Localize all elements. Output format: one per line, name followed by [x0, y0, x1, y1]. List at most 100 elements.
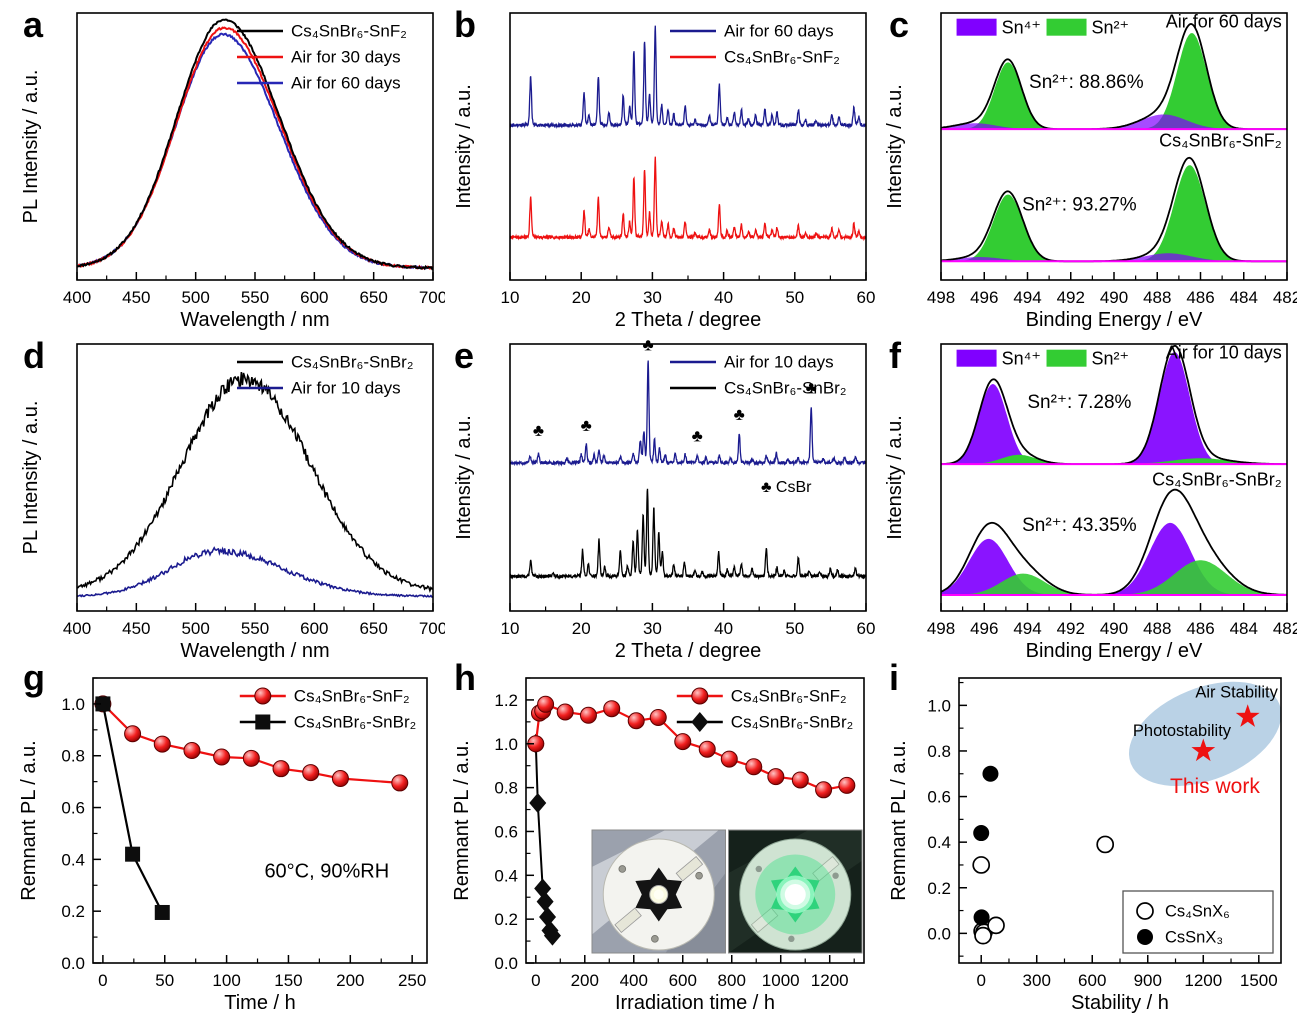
svg-text:0.8: 0.8 — [61, 747, 85, 766]
svg-text:1.0: 1.0 — [494, 735, 518, 754]
svg-text:♣: ♣ — [806, 378, 817, 397]
svg-text:Sn²⁺: Sn²⁺ — [1092, 349, 1130, 369]
chart-a-pl-spectra: 400 450 500 550 600 650 700 Wavelength / nm PL I… — [20, 12, 445, 331]
chart-i-stability-comparison: 0 300 600 900 1200 1500 0.0 0.2 0.4 0.6 0.8 1.0 Stab… — [888, 677, 1282, 1014]
svg-text:Binding Energy / eV: Binding Energy / eV — [1026, 640, 1203, 662]
svg-text:488: 488 — [1143, 619, 1171, 638]
svg-text:500: 500 — [181, 288, 209, 307]
svg-text:Sn⁴⁺: Sn⁴⁺ — [1002, 18, 1041, 38]
svg-text:60: 60 — [857, 288, 876, 307]
chart-e-xrd-patterns: 10 20 30 40 50 60 2 Theta / degree Intensity / … — [453, 336, 876, 662]
svg-text:Wavelength / nm: Wavelength / nm — [180, 309, 329, 331]
panel-letter-c: c — [889, 4, 910, 45]
svg-text:Air for 10 days: Air for 10 days — [1166, 343, 1282, 363]
svg-text:550: 550 — [241, 288, 269, 307]
panel-letter-d: d — [23, 335, 45, 376]
svg-text:50: 50 — [155, 971, 174, 990]
svg-text:♣: ♣ — [533, 421, 544, 440]
svg-text:♣: ♣ — [581, 416, 592, 435]
svg-text:Air for 60 days: Air for 60 days — [1166, 12, 1282, 32]
panel-g: g 0 50 100 150 200 250 0.0 0.2 0.4 0.6 0.8 1.0 Time … — [15, 660, 445, 1021]
svg-text:0.6: 0.6 — [61, 799, 85, 818]
svg-text:20: 20 — [572, 288, 591, 307]
svg-text:This work: This work — [1170, 775, 1260, 798]
svg-text:700: 700 — [419, 288, 445, 307]
panel-f: f 498 496 494 492 490 488 486 484 482 Binding Ene… — [885, 336, 1297, 663]
svg-text:Cs₄SnBr₆-SnBr₂: Cs₄SnBr₆-SnBr₂ — [291, 353, 413, 372]
svg-text:Cs₄SnBr₆-SnF₂: Cs₄SnBr₆-SnF₂ — [294, 687, 410, 706]
svg-text:494: 494 — [1013, 288, 1041, 307]
svg-text:490: 490 — [1100, 288, 1128, 307]
svg-text:20: 20 — [572, 619, 591, 638]
svg-text:496: 496 — [970, 288, 998, 307]
svg-text:1000: 1000 — [762, 971, 800, 990]
svg-text:700: 700 — [419, 619, 445, 638]
svg-text:0.4: 0.4 — [927, 833, 951, 852]
svg-text:Air for 10 days: Air for 10 days — [724, 353, 834, 372]
svg-text:650: 650 — [359, 619, 387, 638]
svg-text:Air for 30 days: Air for 30 days — [291, 48, 401, 67]
svg-text:40: 40 — [714, 619, 733, 638]
svg-text:♣: ♣ — [643, 336, 654, 355]
panel-letter-f: f — [889, 335, 901, 376]
svg-text:60: 60 — [857, 619, 876, 638]
svg-text:♣: ♣ — [692, 426, 703, 445]
svg-text:60°C, 90%RH: 60°C, 90%RH — [264, 861, 389, 883]
svg-text:800: 800 — [718, 971, 746, 990]
svg-text:Cs₄SnBr₆-SnBr₂: Cs₄SnBr₆-SnBr₂ — [724, 379, 846, 398]
svg-text:0.4: 0.4 — [494, 866, 518, 885]
svg-text:1.0: 1.0 — [927, 696, 951, 715]
svg-text:0.2: 0.2 — [494, 910, 518, 929]
svg-text:50: 50 — [785, 619, 804, 638]
panel-a: a 400 450 500 550 600 650 700 Wavelength / nm PL… — [15, 5, 445, 332]
svg-text:1200: 1200 — [1184, 971, 1222, 990]
panel-letter-g: g — [23, 657, 45, 698]
panel-i: i 0 300 600 900 1200 1500 0.0 0.2 0.4 0.6 0.8 1.0 St… — [885, 660, 1297, 1021]
svg-text:Cs₄SnBr₆-SnBr₂: Cs₄SnBr₆-SnBr₂ — [294, 713, 416, 732]
svg-text:1.2: 1.2 — [494, 691, 518, 710]
svg-text:Air Stability: Air Stability — [1195, 683, 1278, 701]
svg-text:200: 200 — [336, 971, 364, 990]
panel-d: d 400 450 500 550 600 650 700 Wavelength / nm PL… — [15, 336, 445, 663]
svg-text:Cs₄SnBr₆-SnBr₂: Cs₄SnBr₆-SnBr₂ — [731, 713, 853, 732]
panel-letter-i: i — [889, 657, 900, 698]
panel-b: b 10 20 30 40 50 60 2 Theta / degree Intensity … — [448, 5, 878, 332]
svg-text:450: 450 — [122, 288, 150, 307]
svg-text:494: 494 — [1013, 619, 1041, 638]
svg-text:150: 150 — [274, 971, 302, 990]
svg-text:Cs₄SnBr₆-SnF₂: Cs₄SnBr₆-SnF₂ — [1159, 131, 1282, 151]
chart-h-photostability: 0 200 400 600 800 1000 1200 0.0 0.2 0.4 0.6 0.8 1.0 1… — [451, 677, 865, 1014]
svg-text:Sn²⁺: Sn²⁺ — [1092, 18, 1130, 38]
svg-text:486: 486 — [1186, 619, 1214, 638]
panel-c: c 498 496 494 492 490 488 486 484 482 Binding Ene… — [885, 5, 1297, 332]
chart-d-pl-spectra: 400 450 500 550 600 650 700 Wavelength / nm PL I… — [20, 343, 445, 662]
svg-text:490: 490 — [1100, 619, 1128, 638]
svg-text:Intensity / a.u.: Intensity / a.u. — [453, 415, 475, 540]
svg-text:0.8: 0.8 — [927, 742, 951, 761]
svg-text:10: 10 — [501, 288, 520, 307]
svg-text:CsSnX₃: CsSnX₃ — [1165, 929, 1223, 947]
svg-text:400: 400 — [63, 619, 91, 638]
svg-text:498: 498 — [927, 288, 955, 307]
svg-text:1500: 1500 — [1240, 971, 1278, 990]
svg-text:550: 550 — [241, 619, 269, 638]
svg-text:300: 300 — [1023, 971, 1051, 990]
panel-letter-b: b — [454, 4, 476, 45]
svg-text:482: 482 — [1273, 288, 1297, 307]
svg-text:Photostability: Photostability — [1133, 722, 1232, 740]
svg-text:Binding Energy / eV: Binding Energy / eV — [1026, 309, 1203, 331]
svg-text:Time / h: Time / h — [224, 992, 296, 1014]
chart-f-xps-spectra: 498 496 494 492 490 488 486 484 482 Binding Energ… — [885, 343, 1297, 662]
panel-letter-h: h — [454, 657, 476, 698]
svg-text:Remnant PL / a.u.: Remnant PL / a.u. — [18, 740, 40, 900]
panel-e: e 10 20 30 40 50 60 2 Theta / degree Intensity … — [448, 336, 878, 663]
svg-text:0.8: 0.8 — [494, 779, 518, 798]
chart-g-thermal-stability: 0 50 100 150 200 250 0.0 0.2 0.4 0.6 0.8 1.0 Time / … — [18, 677, 428, 1014]
svg-text:484: 484 — [1230, 288, 1258, 307]
svg-text:600: 600 — [1078, 971, 1106, 990]
svg-text:600: 600 — [300, 619, 328, 638]
svg-text:Air for 60 days: Air for 60 days — [291, 74, 401, 93]
chart-c-xps-spectra: 498 496 494 492 490 488 486 484 482 Binding Energ… — [885, 12, 1297, 331]
svg-text:482: 482 — [1273, 619, 1297, 638]
